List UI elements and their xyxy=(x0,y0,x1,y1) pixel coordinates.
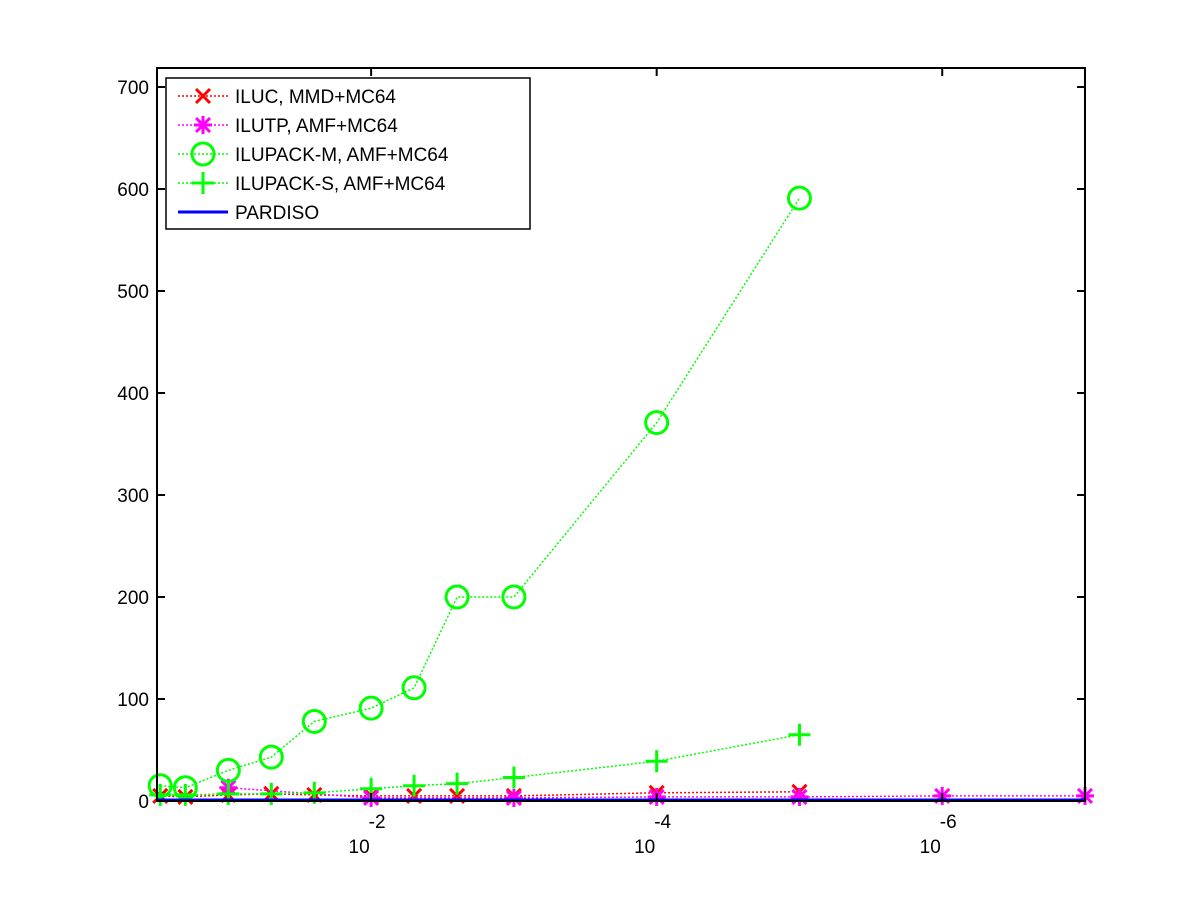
data-point xyxy=(501,584,527,610)
data-point xyxy=(444,584,470,610)
legend-entry-3: ILUPACK-M, AMF+MC64 xyxy=(178,141,449,167)
data-point xyxy=(149,783,172,806)
legend-entry-2: ILUTP, AMF+MC64 xyxy=(178,116,398,137)
marker-asterisk-stroke xyxy=(194,116,212,134)
legend-label: ILUC, MMD+MC64 xyxy=(235,87,396,108)
series-line-1 xyxy=(160,791,800,798)
data-point xyxy=(174,783,197,806)
marker-circle-ring xyxy=(301,708,327,734)
x-tick-exponent: -6 xyxy=(940,812,957,833)
data-point xyxy=(403,774,426,797)
x-tick-exponent: -2 xyxy=(369,812,386,833)
data-point xyxy=(504,788,523,807)
y-tick-label: 200 xyxy=(117,588,149,609)
data-point xyxy=(645,750,668,773)
marker-circle-ring xyxy=(190,141,216,167)
axes-layer: 0 100 200 300 400 500 600 700 -2 10 -4 10 -6 10 xyxy=(117,67,1086,858)
y-tick-label: 700 xyxy=(117,78,149,99)
marker-circle-ring xyxy=(444,584,470,610)
data-point xyxy=(788,723,811,746)
data-point xyxy=(401,675,427,701)
legend-entry-5: PARDISO xyxy=(178,203,319,224)
y-tick-label: 300 xyxy=(117,486,149,507)
data-point xyxy=(215,757,241,783)
y-tick-label: 400 xyxy=(117,384,149,405)
x-tick-exponent: -4 xyxy=(654,812,671,833)
marker-circle-ring xyxy=(258,744,284,770)
legend-marker xyxy=(192,172,214,194)
marker-x-stroke xyxy=(194,87,212,105)
marker-circle-ring xyxy=(644,410,670,436)
marker-circle-ring xyxy=(786,185,812,211)
y-tick-label: 600 xyxy=(117,180,149,201)
x-tick-base: 10 xyxy=(349,837,370,858)
marker-asterisk-stroke xyxy=(505,789,522,807)
data-point xyxy=(258,744,284,770)
data-point xyxy=(446,772,469,795)
marker-circle-ring xyxy=(501,584,527,610)
axes-box xyxy=(156,67,1086,802)
legend-label: ILUPACK-M, AMF+MC64 xyxy=(235,145,449,166)
legend-label: PARDISO xyxy=(235,203,319,224)
legend: ILUC, MMD+MC64 ILUTP, AMF+MC64 ILUPACK-M, … xyxy=(165,77,531,230)
x-tick-base: 10 xyxy=(920,837,941,858)
legend-marker xyxy=(194,116,212,134)
x-tick-base: 10 xyxy=(634,837,655,858)
y-tick-label: 100 xyxy=(117,690,149,711)
data-point xyxy=(358,695,384,721)
series-line-4 xyxy=(160,733,800,796)
data-point xyxy=(502,766,525,789)
legend-label: ILUPACK-S, AMF+MC64 xyxy=(235,174,446,195)
legend-entry-4: ILUPACK-S, AMF+MC64 xyxy=(178,172,446,195)
data-point xyxy=(644,410,670,436)
marker-circle-ring xyxy=(215,757,241,783)
data-point xyxy=(301,708,327,734)
legend-entry-1: ILUC, MMD+MC64 xyxy=(178,87,396,108)
data-point xyxy=(786,185,812,211)
marker-circle-ring xyxy=(401,675,427,701)
series-line-3 xyxy=(160,197,801,789)
y-tick-label: 0 xyxy=(138,792,149,813)
data-point xyxy=(790,787,809,806)
legend-marker xyxy=(190,141,216,167)
y-tick-label: 500 xyxy=(117,282,149,303)
marker-circle-ring xyxy=(358,695,384,721)
legend-label: ILUTP, AMF+MC64 xyxy=(235,116,398,137)
legend-marker xyxy=(194,87,212,105)
